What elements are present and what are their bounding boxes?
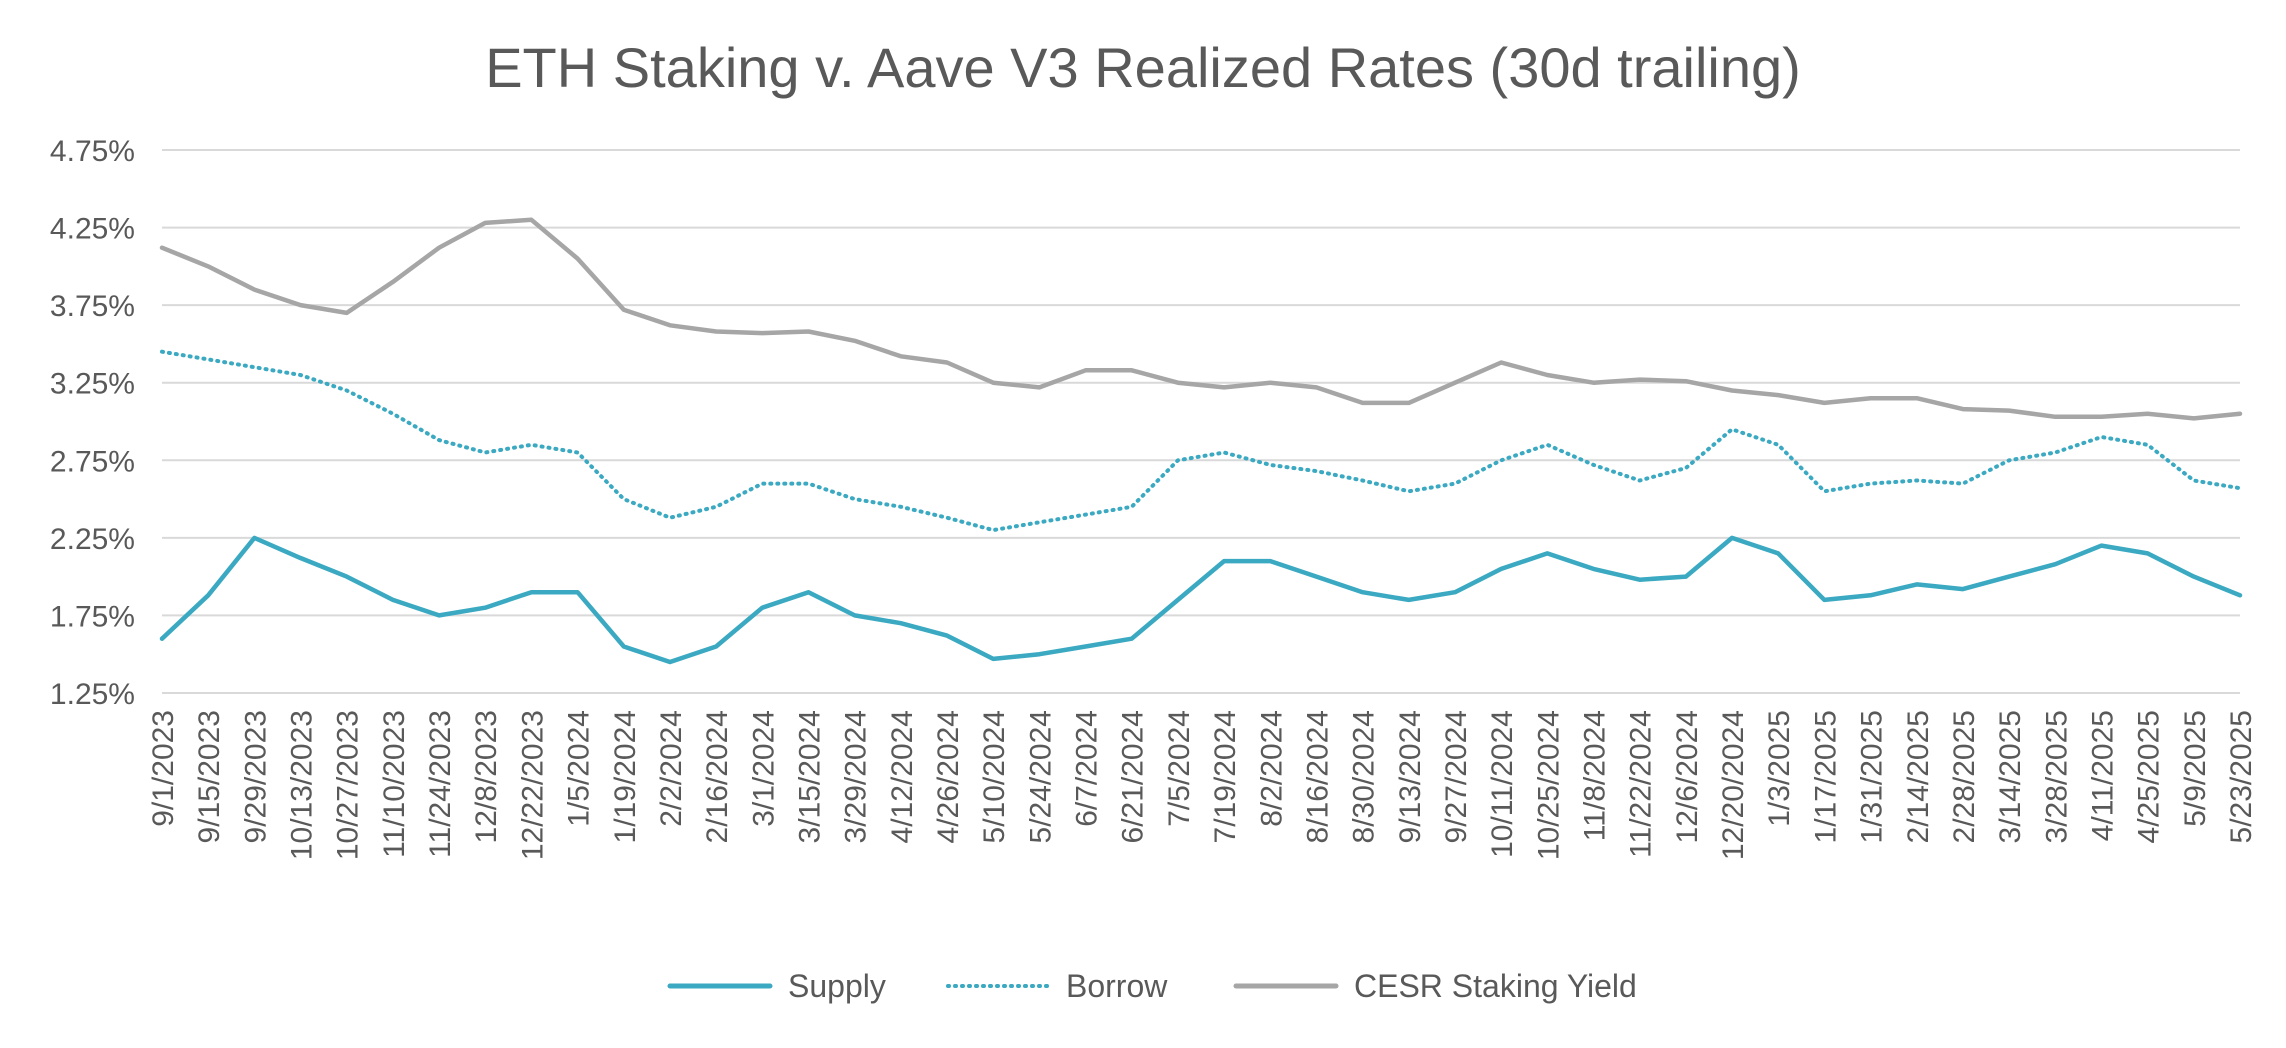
legend-label: CESR Staking Yield — [1354, 968, 1637, 1004]
gridlines — [162, 149, 2240, 694]
x-tick-label: 4/11/2025 — [2086, 710, 2119, 841]
x-tick-label: 3/14/2025 — [1994, 710, 2027, 843]
x-tick-label: 1/19/2024 — [609, 710, 642, 843]
x-tick-label: 8/16/2024 — [1301, 710, 1334, 843]
y-tick-label: 4.75% — [50, 135, 135, 168]
x-tick-label: 10/11/2024 — [1486, 710, 1519, 858]
legend-label: Supply — [788, 968, 886, 1004]
series-lines — [159, 217, 2243, 665]
x-tick-label: 12/6/2024 — [1671, 710, 1704, 843]
x-tick-label: 3/29/2024 — [840, 710, 873, 843]
x-tick-label: 9/15/2023 — [193, 710, 226, 843]
x-tick-label: 4/26/2024 — [932, 710, 965, 843]
x-tick-label: 1/17/2025 — [1809, 710, 1842, 843]
x-tick-label: 1/31/2025 — [1856, 710, 1889, 843]
x-tick-label: 4/25/2025 — [2133, 710, 2166, 843]
x-tick-label: 5/9/2025 — [2179, 710, 2212, 827]
y-axis-ticks: 1.25% 1.75% 2.25% 2.75% 3.25% 3.75% 4.25% 4.75% — [50, 135, 135, 711]
x-tick-label: 9/1/2023 — [147, 710, 180, 827]
series-line-cesr-staking-yield — [159, 217, 2243, 421]
x-tick-label: 12/20/2024 — [1717, 710, 1750, 860]
y-tick-label: 3.25% — [50, 368, 135, 401]
x-tick-label: 10/13/2023 — [286, 710, 319, 860]
x-tick-label: 7/19/2024 — [1209, 710, 1242, 843]
x-tick-label: 9/29/2023 — [239, 710, 272, 843]
series-line-borrow — [160, 349, 2242, 533]
x-tick-label: 11/24/2023 — [424, 710, 457, 858]
chart-title: ETH Staking v. Aave V3 Realized Rates (3… — [485, 36, 1801, 99]
x-tick-label: 6/21/2024 — [1117, 710, 1150, 843]
x-tick-label: 4/12/2024 — [886, 710, 919, 843]
x-tick-label: 5/23/2025 — [2225, 710, 2258, 843]
x-tick-label: 1/5/2024 — [563, 710, 596, 827]
y-tick-label: 4.25% — [50, 213, 135, 246]
y-tick-label: 3.75% — [50, 290, 135, 323]
x-tick-label: 5/24/2024 — [1024, 710, 1057, 843]
x-tick-label: 2/16/2024 — [701, 710, 734, 843]
x-tick-label: 11/10/2023 — [378, 710, 411, 858]
x-tick-label: 10/27/2023 — [332, 710, 365, 860]
x-tick-label: 3/28/2025 — [2040, 710, 2073, 843]
y-tick-label: 2.25% — [50, 523, 135, 556]
x-tick-label: 9/27/2024 — [1440, 710, 1473, 843]
legend-label: Borrow — [1066, 968, 1168, 1004]
x-tick-label: 8/2/2024 — [1255, 710, 1288, 827]
series-line-supply — [159, 535, 2243, 665]
x-tick-label: 2/28/2025 — [1948, 710, 1981, 843]
x-tick-label: 11/22/2024 — [1625, 710, 1658, 858]
x-tick-label: 8/30/2024 — [1348, 710, 1381, 843]
x-tick-label: 9/13/2024 — [1394, 710, 1427, 843]
y-tick-label: 1.75% — [50, 600, 135, 633]
x-tick-label: 5/10/2024 — [978, 710, 1011, 843]
legend: Supply Borrow CESR Staking Yield — [667, 968, 1637, 1004]
x-tick-label: 10/25/2024 — [1532, 710, 1565, 860]
x-tick-label: 12/8/2023 — [470, 710, 503, 843]
x-tick-label: 7/5/2024 — [1163, 710, 1196, 827]
x-tick-label: 3/15/2024 — [793, 710, 826, 843]
x-tick-label: 3/1/2024 — [747, 710, 780, 827]
x-tick-label: 6/7/2024 — [1071, 710, 1104, 827]
x-tick-label: 2/2/2024 — [655, 710, 688, 827]
y-tick-label: 2.75% — [50, 445, 135, 478]
y-tick-label: 1.25% — [50, 678, 135, 711]
x-axis-ticks: 9/1/2023 9/15/2023 9/29/2023 10/13/2023 10/2… — [147, 710, 2258, 860]
x-tick-label: 2/14/2025 — [1902, 710, 1935, 843]
x-tick-label: 1/3/2025 — [1763, 710, 1796, 827]
x-tick-label: 12/22/2023 — [516, 710, 549, 860]
x-tick-label: 11/8/2024 — [1579, 710, 1612, 841]
